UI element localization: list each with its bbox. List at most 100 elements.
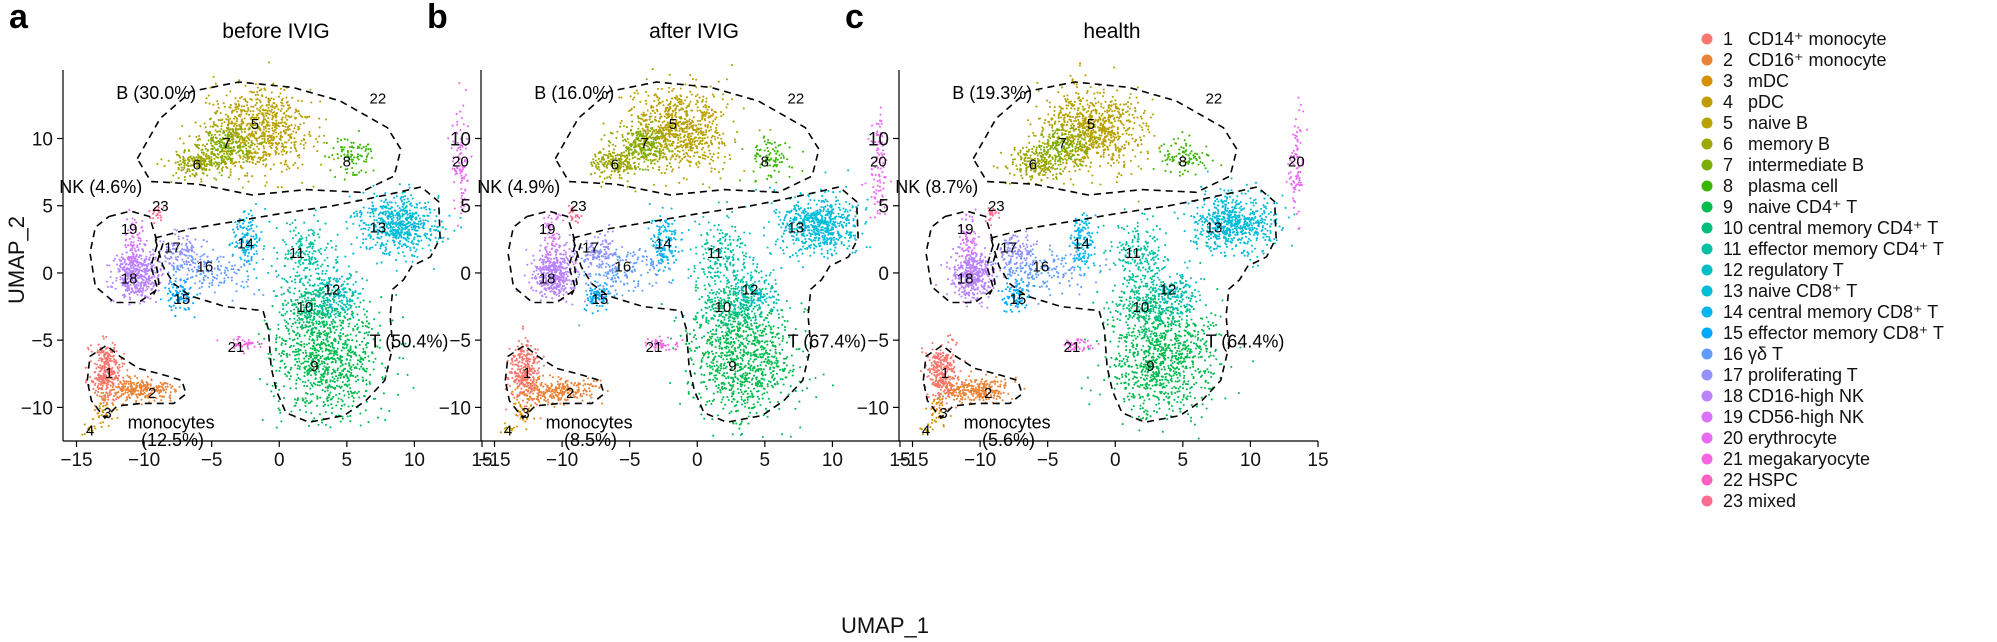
cell-point <box>227 276 230 279</box>
cell-point <box>118 395 121 398</box>
cell-point <box>267 352 270 355</box>
cell-point <box>114 393 117 396</box>
cell-point <box>287 322 290 325</box>
cell-point <box>279 109 282 113</box>
cell-point <box>349 317 352 320</box>
cell-point <box>263 337 266 340</box>
cell-point <box>184 308 187 311</box>
cell-point <box>264 118 267 121</box>
cluster-points-2 <box>93 369 181 406</box>
cell-point <box>223 161 226 164</box>
cell-point <box>127 380 130 383</box>
cell-point <box>172 268 176 271</box>
cell-point <box>408 209 411 212</box>
cell-point <box>365 346 368 349</box>
cell-point <box>252 230 255 233</box>
cell-point <box>294 124 297 127</box>
cell-point <box>340 328 343 331</box>
cell-point <box>241 227 244 230</box>
cell-point <box>262 114 265 117</box>
cell-point <box>394 236 397 239</box>
cell-point <box>281 277 284 280</box>
cell-point <box>227 157 230 161</box>
cell-point <box>395 195 398 198</box>
cell-point <box>418 201 421 204</box>
cell-point <box>284 324 287 328</box>
cell-point <box>328 278 331 281</box>
cell-point <box>365 223 368 226</box>
cell-point <box>362 308 365 311</box>
cell-point <box>277 407 280 410</box>
cell-point <box>103 361 107 364</box>
cell-point <box>230 142 233 145</box>
cell-point <box>127 393 130 397</box>
cell-point <box>328 366 331 369</box>
cell-point <box>282 396 286 399</box>
cell-point <box>108 367 111 370</box>
cell-point <box>131 389 134 392</box>
cell-point <box>260 88 263 91</box>
cell-point <box>145 272 148 275</box>
cell-point <box>239 256 242 259</box>
cell-point <box>271 111 274 114</box>
cell-point <box>106 406 109 409</box>
cell-point <box>208 285 211 288</box>
cell-point <box>120 393 123 396</box>
cell-point <box>384 210 387 213</box>
cell-point <box>109 357 112 360</box>
cell-point <box>253 253 256 256</box>
cell-point <box>285 152 288 155</box>
cell-point <box>189 276 192 279</box>
cell-point <box>89 376 92 379</box>
cell-point <box>379 205 382 208</box>
cell-point <box>294 363 297 366</box>
cell-point <box>356 359 360 362</box>
cell-point <box>93 409 96 412</box>
cell-point <box>330 403 333 406</box>
cell-point <box>140 398 143 401</box>
cell-point <box>108 373 111 376</box>
cell-point <box>346 415 349 418</box>
cell-point <box>400 236 403 239</box>
cell-point <box>103 355 106 358</box>
cell-point <box>352 329 355 332</box>
cell-point <box>145 285 148 288</box>
cell-point <box>326 301 329 304</box>
cell-point <box>335 261 338 264</box>
cell-point <box>243 130 246 134</box>
cell-point <box>336 377 339 380</box>
cell-point <box>277 152 280 155</box>
cell-point <box>268 101 271 104</box>
cell-point <box>267 152 270 155</box>
cell-point <box>313 417 316 420</box>
cell-point <box>298 290 301 293</box>
cell-point <box>406 373 409 376</box>
cell-point <box>328 156 331 159</box>
cell-point <box>132 266 135 269</box>
cell-point <box>102 391 105 394</box>
cell-point <box>330 320 333 323</box>
cell-point <box>123 380 126 383</box>
cell-point <box>216 256 219 259</box>
cell-point <box>191 261 194 264</box>
cell-point <box>244 98 247 101</box>
cell-point <box>382 244 385 247</box>
cell-point <box>230 152 233 155</box>
cell-point <box>234 127 237 130</box>
cell-point <box>393 244 396 247</box>
cell-point <box>101 384 104 387</box>
cell-point <box>340 275 343 278</box>
cell-point <box>283 163 286 166</box>
cell-point <box>321 263 324 266</box>
cell-point <box>362 351 365 354</box>
cell-point <box>288 332 291 335</box>
cell-point <box>166 292 169 295</box>
cell-point <box>352 363 355 367</box>
cell-point <box>329 345 332 348</box>
cell-point <box>287 329 290 332</box>
cell-point <box>361 242 365 245</box>
cell-point <box>241 152 244 155</box>
cell-point <box>330 306 333 310</box>
cell-point <box>133 383 136 386</box>
cell-point <box>174 389 178 392</box>
